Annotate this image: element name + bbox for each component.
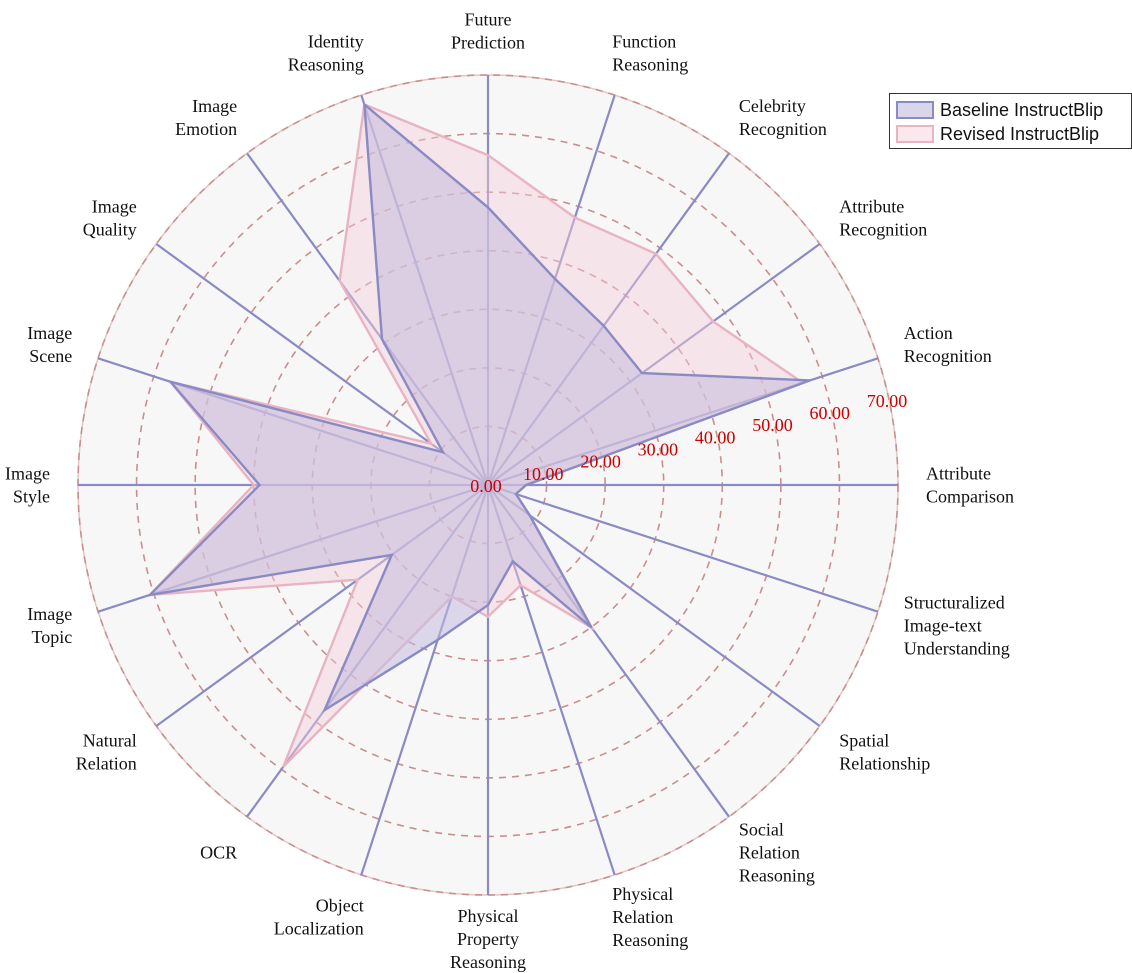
axis-label: Social Relation Reasoning bbox=[739, 819, 815, 885]
legend-swatch-revised bbox=[896, 125, 934, 143]
axis-label: Physical Relation Reasoning bbox=[612, 884, 688, 950]
axis-label: OCR bbox=[200, 842, 237, 862]
legend: Baseline InstructBlip Revised InstructBl… bbox=[889, 93, 1132, 149]
axis-label: Attribute Comparison bbox=[926, 464, 1014, 507]
legend-label-revised: Revised InstructBlip bbox=[940, 123, 1100, 144]
axis-spoke bbox=[487, 484, 821, 727]
axis-label: Identity Reasoning bbox=[288, 32, 364, 75]
axis-label: Object Localization bbox=[274, 895, 364, 938]
axis-spoke bbox=[487, 483, 879, 613]
axis-label: Spatial Relationship bbox=[839, 730, 930, 773]
axis-label: Image Style bbox=[5, 464, 50, 507]
axis-label: Image Emotion bbox=[175, 96, 237, 139]
tick-label: 40.00 bbox=[695, 427, 736, 447]
legend-swatch-baseline bbox=[896, 101, 934, 119]
axis-label: Attribute Recognition bbox=[839, 197, 927, 240]
axis-label: Natural Relation bbox=[76, 730, 137, 773]
tick-label: 50.00 bbox=[752, 415, 793, 435]
tick-label: 0.00 bbox=[470, 476, 502, 496]
tick-label: 70.00 bbox=[867, 391, 908, 411]
axis-label: Image Quality bbox=[83, 197, 137, 240]
axis-label: Structuralized Image-text Understanding bbox=[904, 592, 1010, 658]
tick-label: 10.00 bbox=[523, 464, 564, 484]
legend-item-revised: Revised InstructBlip bbox=[896, 123, 1099, 145]
series-polygon-baseline bbox=[146, 101, 811, 714]
axis-label: Image Topic bbox=[27, 604, 72, 647]
axis-label: Action Recognition bbox=[904, 323, 992, 366]
axis-label: Image Scene bbox=[27, 323, 72, 366]
tick-label: 20.00 bbox=[580, 452, 621, 472]
tick-label: 60.00 bbox=[809, 403, 850, 423]
axis-label: Future Prediction bbox=[451, 10, 525, 53]
axis-label: Function Reasoning bbox=[612, 32, 688, 75]
axis-label: Physical Property Reasoning bbox=[450, 906, 526, 972]
axis-label: Celebrity Recognition bbox=[739, 96, 827, 139]
legend-item-baseline: Baseline InstructBlip bbox=[896, 99, 1103, 121]
tick-label: 30.00 bbox=[638, 439, 679, 459]
legend-label-baseline: Baseline InstructBlip bbox=[940, 99, 1104, 120]
